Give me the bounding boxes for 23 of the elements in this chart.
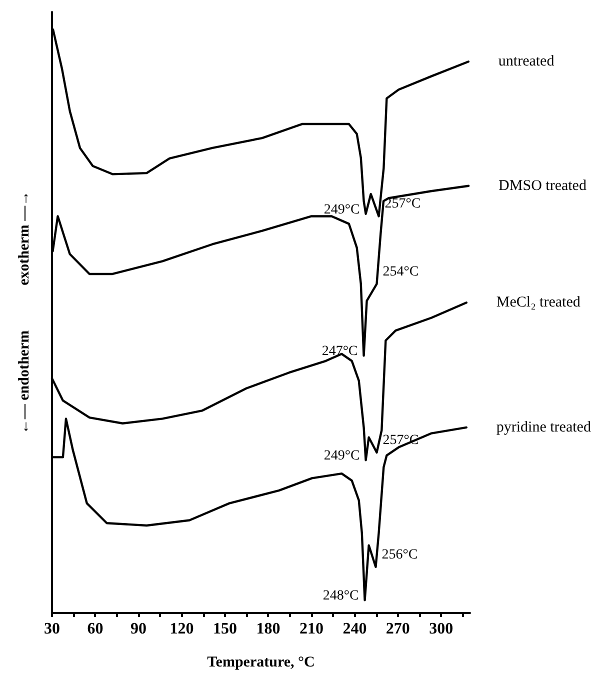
series-label: pyridine treated <box>496 419 592 436</box>
annotation: 256°C <box>382 547 418 562</box>
x-tick-label: 60 <box>87 620 104 638</box>
x-tick-label: 240 <box>342 620 367 638</box>
annotation: 247°C <box>322 344 358 360</box>
x-tick-label: 270 <box>386 620 410 638</box>
annotation: 249°C <box>324 448 360 464</box>
x-tick-label: 30 <box>44 620 60 638</box>
series-label: DMSO treated <box>498 178 587 194</box>
x-tick-label: 150 <box>212 620 237 638</box>
series-label: untreated <box>498 54 555 70</box>
x-tick-label: 210 <box>299 620 324 638</box>
x-tick-label: 90 <box>130 620 146 638</box>
x-tick-label: 300 <box>429 620 454 638</box>
x-tick-label: 120 <box>170 620 194 638</box>
annotation: 257°C <box>384 196 421 212</box>
annotation: 248°C <box>322 588 359 604</box>
annotation: 254°C <box>382 264 419 280</box>
x-axis-title: Temperature, °C <box>207 654 315 670</box>
y-axis-title: ←— endotherm exotherm —→ <box>16 190 32 434</box>
annotation: 249°C <box>324 202 360 218</box>
series-label: MeCl₂ treated <box>496 294 581 311</box>
x-tick-label: 180 <box>256 620 280 638</box>
